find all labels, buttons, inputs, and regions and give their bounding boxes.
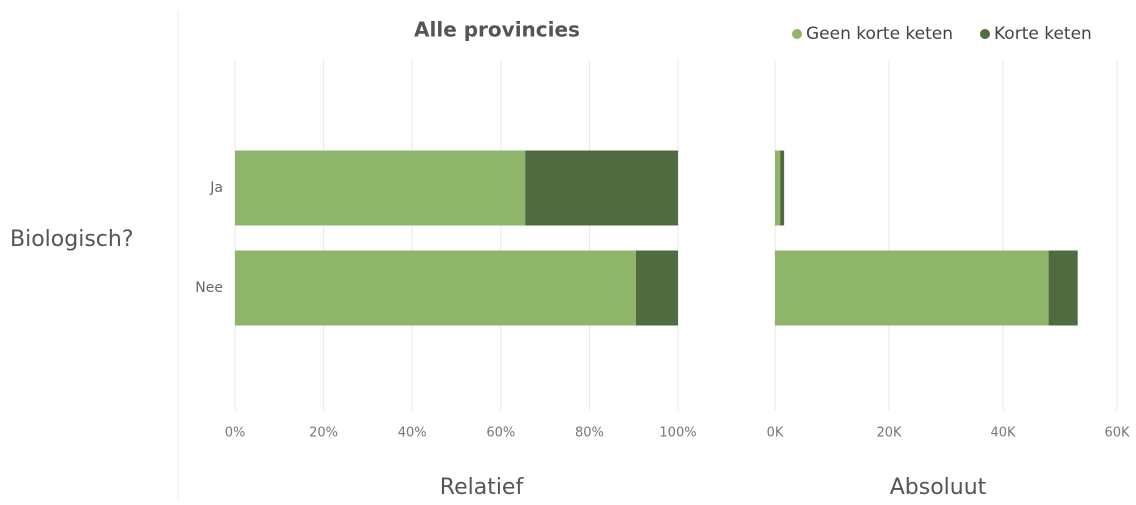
legend-swatch	[792, 29, 802, 39]
bar	[635, 250, 678, 326]
x-tick-label: 0%	[225, 426, 246, 441]
y-axis-title: Biologisch?	[10, 227, 134, 252]
x-tick-label: 0K	[767, 426, 784, 441]
x-axis-title: Relatief	[440, 475, 525, 500]
x-tick-label: 40K	[990, 426, 1016, 441]
bar	[780, 150, 785, 226]
x-tick-label: 20%	[309, 426, 338, 441]
legend-label: Korte keten	[994, 24, 1092, 44]
x-tick-label: 60%	[486, 426, 515, 441]
y-tick-label: Ja	[209, 180, 223, 196]
bar	[775, 150, 781, 226]
bar	[525, 150, 678, 226]
x-tick-label: 100%	[659, 426, 696, 441]
x-tick-label: 60K	[1104, 426, 1130, 441]
x-tick-label: 20K	[876, 426, 902, 441]
x-tick-label: 40%	[398, 426, 427, 441]
bar	[1048, 250, 1078, 326]
x-tick-label: 80%	[575, 426, 604, 441]
y-tick-label: Nee	[195, 280, 223, 296]
bar	[775, 250, 1049, 326]
legend-swatch	[980, 29, 990, 39]
bar	[235, 250, 636, 326]
legend-label: Geen korte keten	[806, 24, 953, 44]
x-axis-title: Absoluut	[890, 475, 987, 500]
bar	[235, 150, 526, 226]
chart-title: Alle provincies	[414, 18, 580, 42]
